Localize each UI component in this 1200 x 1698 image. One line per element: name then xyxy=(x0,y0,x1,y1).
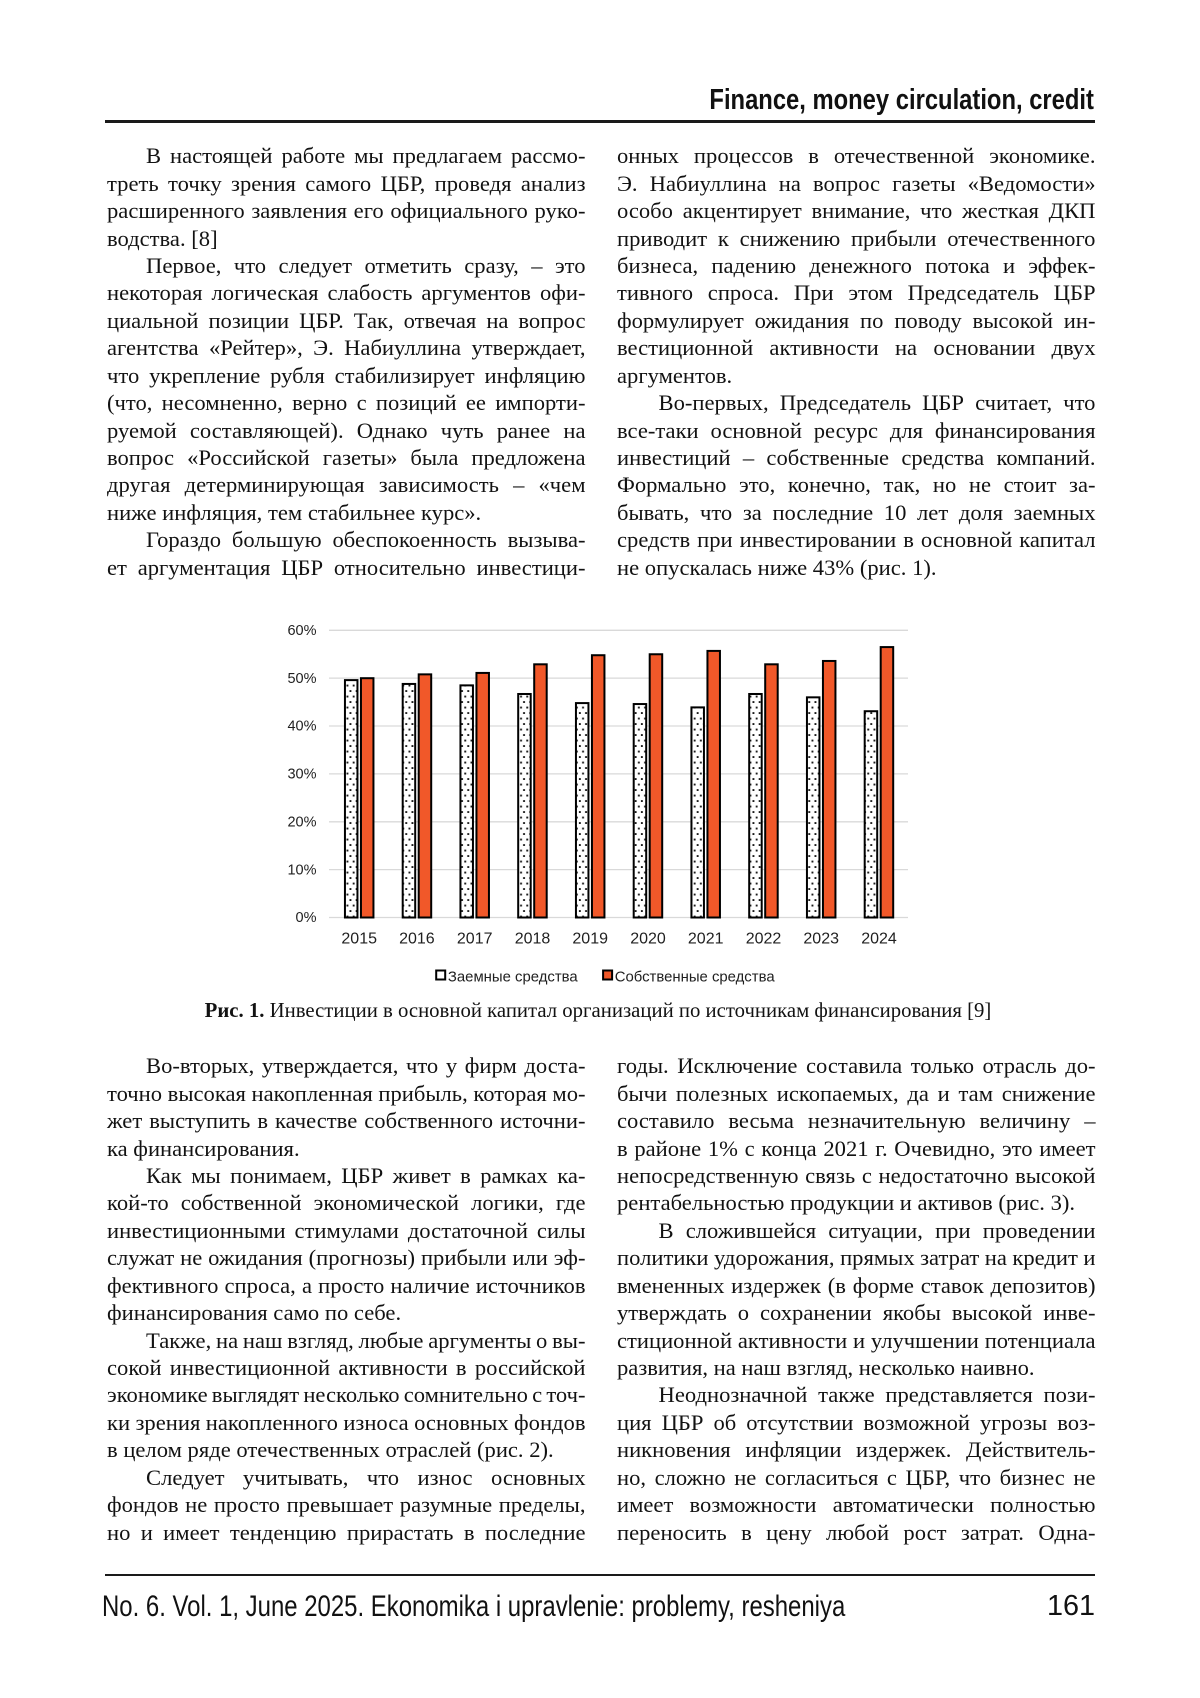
svg-text:2020: 2020 xyxy=(630,931,666,948)
svg-text:60%: 60% xyxy=(287,623,316,639)
svg-text:Заемные средства: Заемные средства xyxy=(448,969,579,985)
svg-text:2024: 2024 xyxy=(861,931,897,948)
svg-text:0%: 0% xyxy=(296,910,317,926)
svg-text:2023: 2023 xyxy=(803,931,839,948)
svg-text:20%: 20% xyxy=(287,815,316,831)
svg-text:Собственные средства: Собственные средства xyxy=(615,969,776,985)
svg-text:2019: 2019 xyxy=(572,931,608,948)
svg-text:30%: 30% xyxy=(287,767,316,783)
svg-text:40%: 40% xyxy=(287,719,316,735)
svg-text:2017: 2017 xyxy=(457,931,493,948)
svg-text:10%: 10% xyxy=(287,862,316,878)
svg-text:50%: 50% xyxy=(287,671,316,687)
svg-text:2021: 2021 xyxy=(688,931,724,948)
svg-text:2015: 2015 xyxy=(341,931,377,948)
svg-text:2022: 2022 xyxy=(746,931,782,948)
svg-text:2018: 2018 xyxy=(515,931,551,948)
svg-text:2016: 2016 xyxy=(399,931,435,948)
